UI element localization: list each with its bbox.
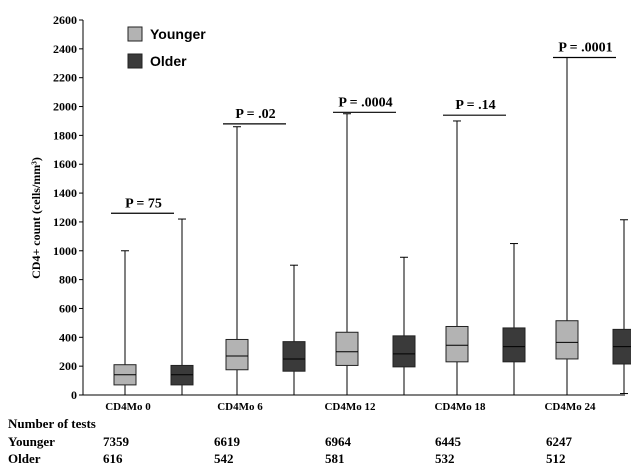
legend: Younger Older xyxy=(127,26,206,69)
table-cell: 542 xyxy=(214,451,234,466)
box-younger-2 xyxy=(335,113,359,396)
table-row-label-older: Older xyxy=(8,451,41,466)
y-tick-label: 2600 xyxy=(53,13,77,27)
p-value-annotation: P = 75 xyxy=(111,196,174,214)
box-older-3 xyxy=(502,243,526,396)
table-header: Number of tests xyxy=(8,416,96,431)
p-value-annotation: P = .0001 xyxy=(553,41,616,59)
legend-swatch-younger xyxy=(127,26,143,42)
y-tick-label: 1200 xyxy=(53,215,77,229)
box-younger-3 xyxy=(445,120,469,396)
y-tick-label: 800 xyxy=(59,273,77,287)
p-value-label: P = .02 xyxy=(235,107,275,122)
x-tick-label: CD4Mo 12 xyxy=(324,401,376,413)
y-tick-label: 1600 xyxy=(53,157,77,171)
table-cell: 6445 xyxy=(435,434,461,449)
box-body xyxy=(502,327,526,363)
p-value-label: P = 75 xyxy=(125,196,162,211)
p-value-annotation: P = .02 xyxy=(223,107,286,125)
x-tick-label: CD4Mo 0 xyxy=(105,401,151,413)
table-cell: 6964 xyxy=(325,434,351,449)
y-axis: 0 200 400 600 800 1000 1200 1400 1600 1800 2000 220… xyxy=(53,13,625,402)
table-cell: 7359 xyxy=(103,434,129,449)
legend-label-older: Older xyxy=(150,53,187,69)
box-body xyxy=(555,320,579,360)
table-row-label-younger: Younger xyxy=(8,434,55,449)
y-tick-label: 0 xyxy=(71,388,77,402)
p-value-label: P = .0004 xyxy=(338,95,392,110)
y-tick-label: 200 xyxy=(59,359,77,373)
x-tick-label: CD4Mo 18 xyxy=(434,401,486,413)
box-younger-0 xyxy=(113,250,137,396)
table-cell: 616 xyxy=(103,451,123,466)
box-older-2 xyxy=(392,256,416,396)
y-tick-label: 600 xyxy=(59,301,77,315)
box-body xyxy=(282,341,306,372)
x-tick-label: CD4Mo 6 xyxy=(217,401,263,413)
y-tick-label: 2400 xyxy=(53,42,77,56)
y-tick-label: 2200 xyxy=(53,71,77,85)
p-value-label: P = .14 xyxy=(455,98,495,113)
y-axis-label: CD4+ count (cells/mm³) xyxy=(29,157,43,279)
box-body xyxy=(335,331,359,366)
legend-label-younger: Younger xyxy=(150,26,206,42)
plot-area: CD4Mo 0 CD4Mo 6 CD4Mo 12 CD4Mo 18 CD4Mo 24 P … xyxy=(105,41,631,413)
box-older-4 xyxy=(612,219,631,395)
p-value-label: P = .0001 xyxy=(558,41,612,56)
box-younger-4 xyxy=(555,57,579,396)
table-cell: 532 xyxy=(435,451,455,466)
y-tick-label: 1400 xyxy=(53,186,77,200)
legend-swatch-older xyxy=(127,53,143,69)
box-body xyxy=(445,325,469,363)
box-younger-1 xyxy=(225,126,249,396)
box-body xyxy=(392,335,416,368)
table-cell: 6247 xyxy=(546,434,572,449)
y-tick-label: 1800 xyxy=(53,128,77,142)
box-body xyxy=(225,338,249,371)
y-tick-label: 2000 xyxy=(53,100,77,114)
table-cell: 512 xyxy=(546,451,566,466)
table-cell: 581 xyxy=(325,451,345,466)
y-tick-label: 400 xyxy=(59,330,77,344)
y-tick-label: 1000 xyxy=(53,244,77,258)
box-older-0 xyxy=(170,218,194,396)
x-tick-label: CD4Mo 24 xyxy=(544,401,596,413)
p-value-annotation: P = .14 xyxy=(443,98,506,116)
box-older-1 xyxy=(282,264,306,396)
table-cell: 6619 xyxy=(214,434,240,449)
p-value-annotation: P = .0004 xyxy=(333,95,396,113)
